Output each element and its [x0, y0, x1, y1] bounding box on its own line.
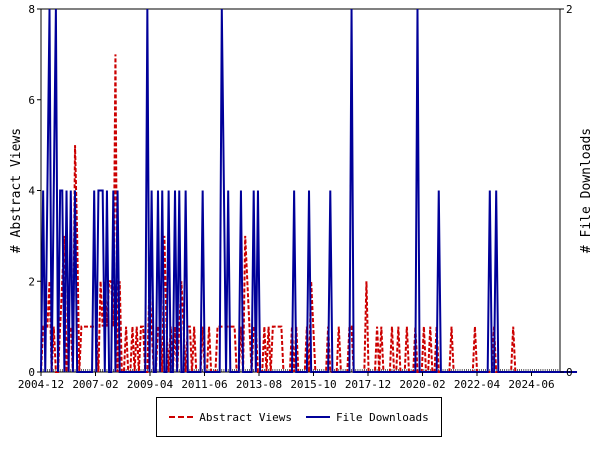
legend-item-file-downloads: File Downloads [306, 411, 429, 424]
y-left-tick-label: 2 [28, 275, 35, 288]
x-tick-label: 2004-12 [18, 378, 64, 391]
x-tick-label: 2020-02 [399, 378, 445, 391]
series-line-1 [40, 8, 578, 373]
legend-label-file-downloads: File Downloads [336, 410, 429, 424]
y-right-axis-title: # File Downloads [579, 128, 594, 253]
y-left-tick-label: 4 [28, 185, 35, 198]
x-tick-label: 2017-12 [345, 378, 391, 391]
y-left-tick-label: 6 [28, 94, 35, 107]
y-right-tick-label: 2 [566, 3, 573, 16]
y-left-tick-label: 0 [28, 366, 35, 379]
legend-item-abstract-views: Abstract Views [169, 411, 292, 424]
x-tick-label: 2007-02 [72, 378, 118, 391]
x-tick-label: 2015-10 [290, 378, 336, 391]
legend-swatch-dashed [169, 416, 194, 418]
x-tick-label: 2013-08 [236, 378, 282, 391]
y-left-tick-label: 8 [28, 3, 35, 16]
y-right-tick-label: 0 [566, 366, 573, 379]
legend-swatch-solid [306, 416, 330, 418]
x-tick-label: 2022-04 [454, 378, 501, 391]
x-tick-label: 2009-04 [127, 378, 174, 391]
legend-label-abstract-views: Abstract Views [199, 410, 292, 424]
x-tick-label: 2024-06 [508, 378, 554, 391]
x-tick-label: 2011-06 [181, 378, 227, 391]
legend: Abstract Views File Downloads [156, 397, 442, 437]
y-left-axis-title: # Abstract Views [9, 128, 24, 253]
